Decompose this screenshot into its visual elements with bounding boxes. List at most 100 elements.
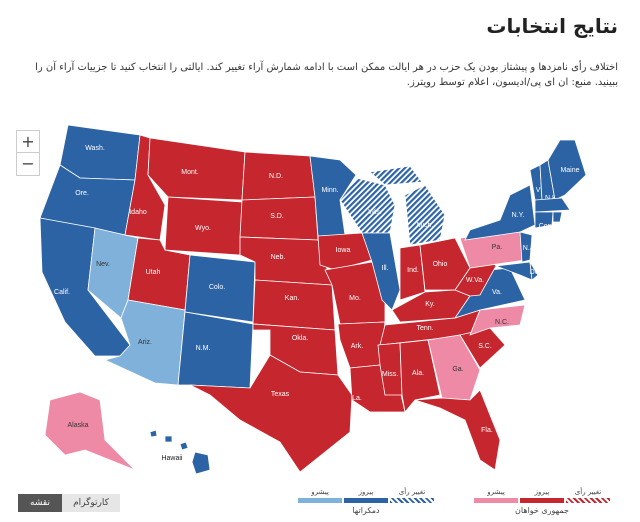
- state-label: Tenn.: [416, 325, 433, 332]
- state-label: Ala.: [412, 370, 424, 377]
- legend-item: تغییر رأی: [566, 488, 610, 503]
- state-label: Ariz.: [138, 339, 152, 346]
- state-shape[interactable]: [464, 184, 536, 241]
- state-label: W.Va.: [466, 277, 484, 284]
- legend-label: پیروز: [358, 488, 374, 496]
- state-label: Calif.: [54, 289, 70, 296]
- state-label: Kan.: [285, 295, 299, 302]
- state-label: S.C.: [478, 343, 492, 350]
- state-label: S.D.: [270, 213, 284, 220]
- state-shape[interactable]: [309, 155, 357, 237]
- state-label: Ind.: [407, 267, 419, 274]
- state-shape[interactable]: [469, 304, 526, 336]
- state-shape[interactable]: [177, 311, 254, 389]
- legend-swatch: [390, 498, 434, 503]
- state-shape[interactable]: [377, 342, 403, 396]
- legend-group-name: جمهوری خواهان: [515, 506, 569, 515]
- state-label: Nev.: [96, 261, 110, 268]
- state-label: Maine: [560, 167, 579, 174]
- state-label: Mo.: [349, 295, 361, 302]
- state-label: Miss.: [382, 371, 398, 378]
- state-label: Vt.: [536, 187, 545, 194]
- state-shape[interactable]: [552, 211, 563, 223]
- legend-item: پیروز: [520, 488, 564, 503]
- state-shape[interactable]: [164, 435, 173, 443]
- state-label: Pa.: [492, 244, 503, 251]
- legend-swatch: [566, 498, 610, 503]
- legend-label: تغییر رأی: [398, 488, 426, 496]
- state-label: Mich.: [417, 222, 434, 229]
- state-label: Ark.: [351, 343, 364, 350]
- state-label: Va.: [492, 289, 502, 296]
- state-shape[interactable]: [59, 124, 141, 181]
- state-shape[interactable]: [534, 211, 554, 229]
- state-label: N.D.: [269, 173, 283, 180]
- state-shape[interactable]: [44, 391, 136, 471]
- legend-group: تغییر رأی پیروز پیشرو جمهوری خواهان: [474, 488, 610, 515]
- state-label: Del.: [530, 269, 543, 276]
- state-label: Conn.: [539, 223, 558, 230]
- state-shape[interactable]: [149, 429, 158, 438]
- legend-item: پیروز: [344, 488, 388, 503]
- legend-group: تغییر رأی پیروز پیشرو دمکراتها: [298, 488, 434, 515]
- state-label: Fla.: [481, 427, 493, 434]
- state-label: Neb.: [271, 254, 286, 261]
- state-label: N.J.: [523, 245, 536, 252]
- legend-label: پیشرو: [311, 488, 329, 496]
- state-label: Wyo.: [195, 225, 211, 232]
- state-shape[interactable]: [189, 354, 353, 473]
- state-label: Iowa: [336, 247, 351, 254]
- state-label: N.Y.: [512, 212, 525, 219]
- legend-items: تغییر رأی پیروز پیشرو: [474, 488, 610, 503]
- state-label: La.: [352, 395, 362, 402]
- state-label: N.M.: [196, 345, 211, 352]
- state-label: Hawaii: [161, 455, 182, 462]
- legend-label: پیشرو: [487, 488, 505, 496]
- state-label: Colo.: [209, 284, 225, 291]
- state-shape[interactable]: [529, 261, 539, 281]
- state-label: Texas: [271, 391, 290, 398]
- legend-item: پیشرو: [298, 488, 342, 503]
- map-button[interactable]: نقشه: [18, 494, 62, 512]
- state-label: N.C.: [495, 319, 509, 326]
- legend: تغییر رأی پیروز پیشرو جمهوری خواهان تغییر رأ…: [298, 488, 610, 515]
- state-label: Ohio: [433, 261, 448, 268]
- state-shape[interactable]: [147, 137, 246, 201]
- title: نتایج انتخابات: [486, 14, 618, 38]
- state-label: Ky.: [425, 301, 435, 308]
- description: اختلاف رأی نامزدها و پیشتاز بودن یک حزب …: [35, 62, 618, 88]
- state-shape[interactable]: [404, 184, 446, 246]
- legend-label: پیروز: [534, 488, 550, 496]
- legend-swatch: [520, 498, 564, 503]
- state-label: Alaska: [67, 422, 88, 429]
- legend-item: تغییر رأی: [390, 488, 434, 503]
- state-label: Utah: [146, 269, 161, 276]
- legend-swatch: [474, 498, 518, 503]
- cartogram-button[interactable]: کارتوگرام: [62, 494, 120, 512]
- state-label: Ga.: [452, 366, 463, 373]
- zoom-out[interactable]: −: [16, 152, 40, 176]
- legend-items: تغییر رأی پیروز پیشرو: [298, 488, 434, 503]
- state-shape[interactable]: [427, 334, 481, 401]
- state-label: Ill.: [382, 265, 389, 272]
- state-shape[interactable]: [414, 389, 501, 471]
- state-shape[interactable]: [369, 165, 423, 186]
- state-label: Idaho: [129, 209, 147, 216]
- state-label: Wash.: [85, 145, 105, 152]
- legend-group-name: دمکراتها: [352, 506, 380, 515]
- state-shape[interactable]: [252, 279, 336, 331]
- state-shape[interactable]: [519, 231, 533, 263]
- state-shape[interactable]: [534, 197, 571, 213]
- state-shape[interactable]: [179, 441, 189, 451]
- state-label: Okla.: [292, 335, 308, 342]
- zoom-in[interactable]: +: [16, 130, 40, 154]
- legend-swatch: [298, 498, 342, 503]
- state-shape[interactable]: [191, 451, 211, 475]
- legend-swatch: [344, 498, 388, 503]
- state-label: Minn.: [321, 187, 338, 194]
- state-label: Mont.: [181, 169, 199, 176]
- legend-label: تغییر رأی: [574, 488, 602, 496]
- legend-item: پیشرو: [474, 488, 518, 503]
